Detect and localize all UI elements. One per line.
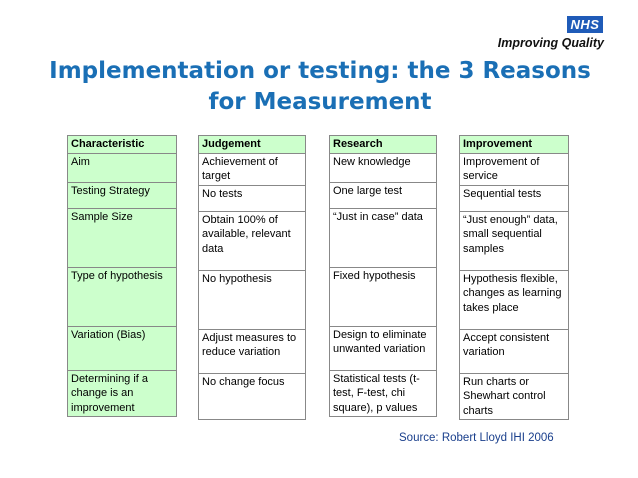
table-cell: Testing Strategy	[67, 181, 177, 209]
column-header: Judgement	[198, 135, 306, 154]
table-cell: No tests	[198, 184, 306, 212]
table-cell: Fixed hypothesis	[329, 266, 437, 327]
table-cell: Type of hypothesis	[67, 266, 177, 327]
table-cell: Determining if a change is an improvemen…	[67, 369, 177, 417]
column-header: Improvement	[459, 135, 569, 154]
table-cell: Variation (Bias)	[67, 325, 177, 371]
characteristic-column: Characteristic Aim Testing Strategy Samp…	[67, 135, 177, 417]
table-cell: Achievement of target	[198, 152, 306, 186]
table-cell: One large test	[329, 181, 437, 209]
table-cell: No hypothesis	[198, 269, 306, 330]
table-cell: Sequential tests	[459, 184, 569, 212]
table-cell: Aim	[67, 152, 177, 183]
slide-title: Implementation or testing: the 3 Reasons…	[49, 58, 591, 115]
table-cell: Design to eliminate unwanted variation	[329, 325, 437, 371]
table-cell: Sample Size	[67, 207, 177, 268]
table-cell: “Just enough” data, small sequential sam…	[459, 210, 569, 271]
table-cell: Adjust measures to reduce variation	[198, 328, 306, 374]
table-cell: New knowledge	[329, 152, 437, 183]
nhs-logo: NHS	[567, 16, 603, 33]
tagline: Improving Quality	[497, 36, 604, 50]
table-cell: “Just in case” data	[329, 207, 437, 268]
table-cell: Hypothesis flexible, changes as learning…	[459, 269, 569, 330]
table-cell: Run charts or Shewhart control charts	[459, 372, 569, 420]
column-header: Characteristic	[67, 135, 177, 154]
table-cell: Accept consistent variation	[459, 328, 569, 374]
research-column: Research New knowledge One large test “J…	[329, 135, 437, 417]
table-cell: Improvement of service	[459, 152, 569, 186]
table-cell: Statistical tests (t-test, F-test, chi s…	[329, 369, 437, 417]
table-cell: No change focus	[198, 372, 306, 420]
source-citation: Source: Robert Lloyd IHI 2006	[399, 432, 554, 444]
improvement-column: Improvement Improvement of service Seque…	[459, 135, 569, 420]
judgement-column: Judgement Achievement of target No tests…	[198, 135, 306, 420]
column-header: Research	[329, 135, 437, 154]
table-cell: Obtain 100% of available, relevant data	[198, 210, 306, 271]
